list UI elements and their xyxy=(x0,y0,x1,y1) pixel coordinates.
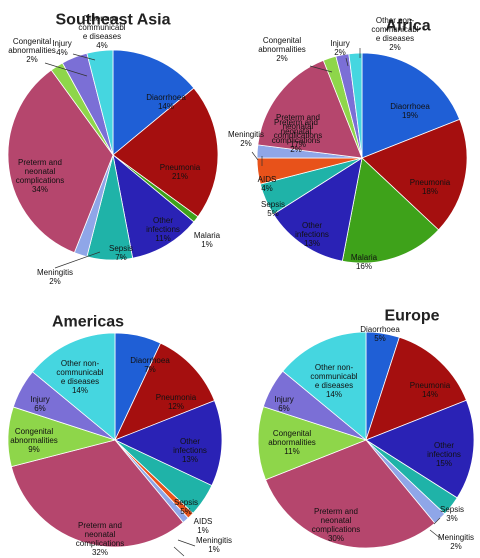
data-label-europe-diaorrhoea: Diaorrhoea 5% xyxy=(360,325,400,343)
data-label-africa-injury: Injury 2% xyxy=(330,39,350,57)
data-label-southeast-asia-other-infections: Other infections 11% xyxy=(146,216,180,243)
data-label-americas-meningitis: Meningitis 1% xyxy=(196,536,232,554)
data-label-europe-sepsis: Sepsis 3% xyxy=(440,505,464,523)
slice-southeast-asia-other-infections xyxy=(112,153,195,259)
slice-southeast-asia-diaorrhoea xyxy=(112,49,195,156)
data-label-southeast-asia-meningitis: Meningitis 2% xyxy=(37,268,73,286)
data-label-americas-pneumonia: Pneumonia 12% xyxy=(156,393,197,411)
data-label-southeast-asia-other-non-communicable-diseases: Other non-communicabl e diseases 4% xyxy=(78,14,125,50)
slice-southeast-asia-pneumonia xyxy=(112,87,219,218)
pie-chart-southeast-asia: Southeast Asia Diaorrhoea 14% Pneumonia 21% M… xyxy=(7,11,221,286)
data-label-europe-injury: Injury 6% xyxy=(274,395,294,413)
data-label-americas-diaorrhoea: Diaorrhoea 7% xyxy=(130,356,170,374)
slice-europe-other-non-communicable-diseases xyxy=(282,331,367,441)
slice-americas-preterm-and-neonatal-complications xyxy=(10,439,184,548)
data-label-americas-injury: Injury 6% xyxy=(30,395,50,413)
data-label-southeast-asia-malaria: Malaria 1% xyxy=(194,231,221,249)
data-label-europe-other-non-communicable-diseases: Other non-communicabl e diseases 14% xyxy=(310,363,357,399)
data-label-southeast-asia-congenital-abnormalities: Congenital abnormalities 2% xyxy=(8,37,56,64)
data-label-southeast-asia-preterm-and-neonatal-complications: Preterm and neonatal complications 34% xyxy=(16,158,64,194)
slice-europe-pneumonia xyxy=(365,336,467,441)
chart-title-americas: Americas xyxy=(52,313,124,330)
data-label-africa-diaorrhoea: Diaorrhoea 19% xyxy=(390,102,430,120)
data-label-americas-other-infections: Other infections 13% xyxy=(173,437,207,464)
data-label-africa-preterm-and-neonatal-complications: Preterm and neonatal complications 17% xyxy=(274,113,322,149)
data-label-africa-malaria: Malaria 16% xyxy=(351,253,378,271)
data-label-africa-congenital-abnormalities: Congenital abnormalities 2% xyxy=(258,36,306,63)
data-label-southeast-asia-injury: Injury 4% xyxy=(52,39,72,57)
pie-chart-americas: Americas Diaorrhoea 7% Pneumonia 12% Other inf… xyxy=(7,313,232,557)
data-label-americas-other-non-communicable-diseases: Other non-communicabl e diseases 14% xyxy=(56,359,103,395)
slice-africa-malaria xyxy=(341,157,440,264)
chart-title-europe: Europe xyxy=(384,307,439,324)
slice-southeast-asia-other-non-communicable-diseases xyxy=(86,49,114,156)
data-label-europe-pneumonia: Pneumonia 14% xyxy=(410,381,451,399)
data-label-americas-sepsis: Sepsis 5% xyxy=(174,498,198,516)
data-label-africa-sepsis: Sepsis 5% xyxy=(261,200,285,218)
leader-line-southeast-asia-0 xyxy=(44,62,88,77)
data-label-americas-preterm-and-neonatal-complications: Preterm and neonatal complications 32% xyxy=(76,521,124,557)
slice-americas-pneumonia xyxy=(114,342,216,441)
data-label-southeast-asia-sepsis: Sepsis 7% xyxy=(109,244,133,262)
leader-line-americas-0 xyxy=(177,539,196,547)
slice-africa-other-infections xyxy=(272,157,363,262)
data-label-africa-pneumonia: Pneumonia 18% xyxy=(410,178,451,196)
data-label-africa-meningitis: Meningitis 2% xyxy=(228,130,264,148)
data-label-europe-congenital-abnormalities: Congenital abnormalities 11% xyxy=(268,429,316,456)
data-label-africa-other-infections: Other infections 13% xyxy=(295,221,329,248)
leader-line-southeast-asia-1 xyxy=(72,53,96,61)
data-label-europe-preterm-and-neonatal-complications: Preterm and neonatal complications 30% xyxy=(312,507,360,543)
data-label-southeast-asia-pneumonia: Pneumonia 21% xyxy=(160,163,201,181)
chart-title-southeast-asia: Southeast Asia xyxy=(56,11,171,28)
data-label-americas-congenital-abnormalities: Congenital abnormalities 9% xyxy=(10,427,58,454)
leader-line-southeast-asia-2 xyxy=(54,251,101,269)
leader-line-africa-3 xyxy=(345,57,349,67)
slice-europe-preterm-and-neonatal-complications xyxy=(265,439,436,549)
slice-africa-diaorrhoea xyxy=(361,52,461,159)
data-label-europe-meningitis: Meningitis 2% xyxy=(438,533,474,551)
data-label-africa-aids: AIDS 4% xyxy=(258,175,277,193)
slice-africa-preterm-and-neonatal-complications xyxy=(257,59,363,159)
slice-europe-congenital-abnormalities xyxy=(257,406,368,481)
data-label-africa-other-non-communicable-diseases: Other non-communicabl e diseases 2% xyxy=(371,16,418,52)
slice-southeast-asia-preterm-and-neonatal-complications xyxy=(7,69,114,254)
slice-africa-pneumonia xyxy=(361,118,468,231)
pie-chart-africa: Africa Preterm and neonatal complications 2%… xyxy=(228,16,468,271)
leader-line-europe-1 xyxy=(429,529,441,539)
slice-americas-other-infections xyxy=(113,400,223,487)
chart-title-africa: Africa xyxy=(385,17,430,34)
leader-line-africa-2 xyxy=(309,65,333,73)
data-label-southeast-asia-diaorrhoea: Diaorrhoea 14% xyxy=(146,93,186,111)
data-label-africa-meningitis: Preterm and neonatal complications 2% xyxy=(272,118,320,154)
slice-africa-other-non-communicable-diseases xyxy=(348,52,363,159)
leader-line-europe-0 xyxy=(433,517,441,525)
slice-europe-other-infections xyxy=(365,399,475,499)
data-label-europe-other-infections: Other infections 15% xyxy=(427,441,461,468)
slice-americas-other-non-communicable-diseases xyxy=(31,332,116,441)
leader-line-africa-0 xyxy=(251,151,259,161)
leader-line-americas-1 xyxy=(173,546,185,557)
data-label-americas-aids: AIDS 1% xyxy=(194,517,213,535)
